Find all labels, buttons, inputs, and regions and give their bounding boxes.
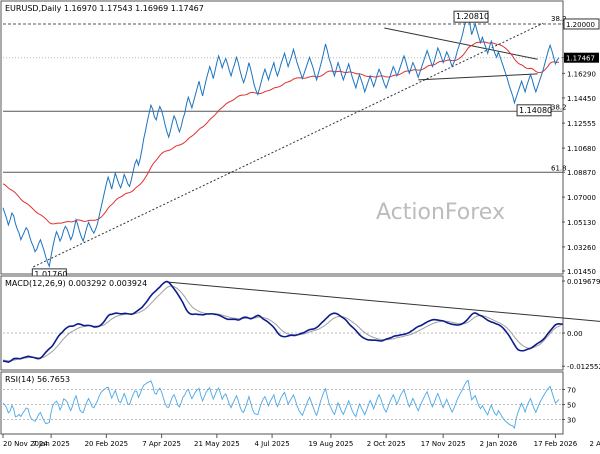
price-trendlines [33,22,544,268]
y-tick-label: 0.019679 [567,278,600,286]
macd-panel-frame [0,275,564,371]
rsi-panel: RSI(14) 56.7653 70 50 30 [0,371,576,435]
y-tick-label: 1.20000 [566,21,595,29]
y-tick-label: 50 [567,402,576,410]
x-tick-label: 17 Nov 2025 [421,440,466,448]
trendline [384,27,538,60]
y-tick-label: -0.012552 [567,363,600,371]
price-panel-title: EURUSD,Daily 1.16970 1.17543 1.16969 1.1… [5,4,204,13]
price-y-axis: 1.20000 1.17467 1.16290 1.14450 1.12555 1.106… [562,18,600,276]
y-tick-label: 1.08870 [567,169,596,177]
rsi-line-group [2,379,560,430]
macd-y-axis: 0.019679 0.00 -0.012552 [562,278,600,371]
x-tick-label: 7 Jan 2025 [32,440,70,448]
macd-trendline-line [166,281,600,322]
y-tick-label: 1.03260 [567,244,596,252]
rsi-line [2,379,560,430]
x-tick-label: 21 May 2025 [194,440,240,448]
y-tick-label: 1.14450 [567,95,596,103]
price-extreme-labels: 1.20810 1.14080 1.01760 [31,10,552,281]
x-tick-label: 2 Apr 2026 [589,440,600,448]
rsi-y-axis: 70 50 30 [562,387,576,425]
extreme-label-box [516,104,552,117]
y-tick-label: 30 [567,417,576,425]
y-tick-label: 1.07000 [567,194,596,202]
y-tick-label: 1.12555 [567,120,596,128]
y-tick-label: 1.16290 [567,70,596,78]
rsi-panel-title: RSI(14) 56.7653 [5,375,70,384]
last-price-badge [564,52,599,63]
x-tick-label: 7 Apr 2025 [142,440,181,448]
macd-line [2,280,563,363]
y-tick-label: 1.17467 [566,55,595,63]
fib-label: 38.2 [551,15,567,23]
price-panel: EURUSD,Daily 1.16970 1.17543 1.16969 1.1… [0,0,600,281]
fib-label: 38.2 [551,103,567,111]
macd-trendline [166,281,600,322]
x-tick-label: 20 Feb 2025 [85,440,129,448]
extreme-label: 1.14080 [519,106,552,115]
macd-line-group [2,280,563,363]
rsi-panel-frame [0,371,564,435]
y-tick-label: 0.00 [567,330,583,338]
watermark: ActionForex [376,200,505,225]
x-tick-label: 2 Jan 2026 [480,440,518,448]
extreme-label: 1.20810 [456,12,489,21]
fibonacci-labels: 38.2 38.2 61.8 [551,15,567,172]
trendline [418,73,538,81]
ema-line-group [2,41,559,225]
x-tick-label: 20 Nov 2024 [3,440,48,448]
ema-line [2,41,559,225]
x-tick-label: 19 Aug 2025 [308,440,353,448]
macd-panel: MACD(12,26,9) 0.003292 0.003924 0.019679… [0,275,600,371]
level-price-badge [563,18,600,30]
rsi-levels [3,389,562,420]
y-tick-label: 1.01450 [567,268,596,276]
x-tick-label: 4 Jul 2025 [255,440,290,448]
price-levels [3,23,562,173]
y-tick-label: 70 [567,387,576,395]
x-tick-label: 2 Oct 2025 [367,440,406,448]
x-tick-label: 17 Feb 2026 [534,440,578,448]
macd-panel-title: MACD(12,26,9) 0.003292 0.003924 [5,279,147,288]
extreme-label: 1.01760 [34,270,67,279]
y-tick-label: 1.10680 [567,145,596,153]
extreme-label-box [453,10,489,23]
fib-label: 61.8 [551,164,567,172]
y-tick-label: 1.05130 [567,219,596,227]
